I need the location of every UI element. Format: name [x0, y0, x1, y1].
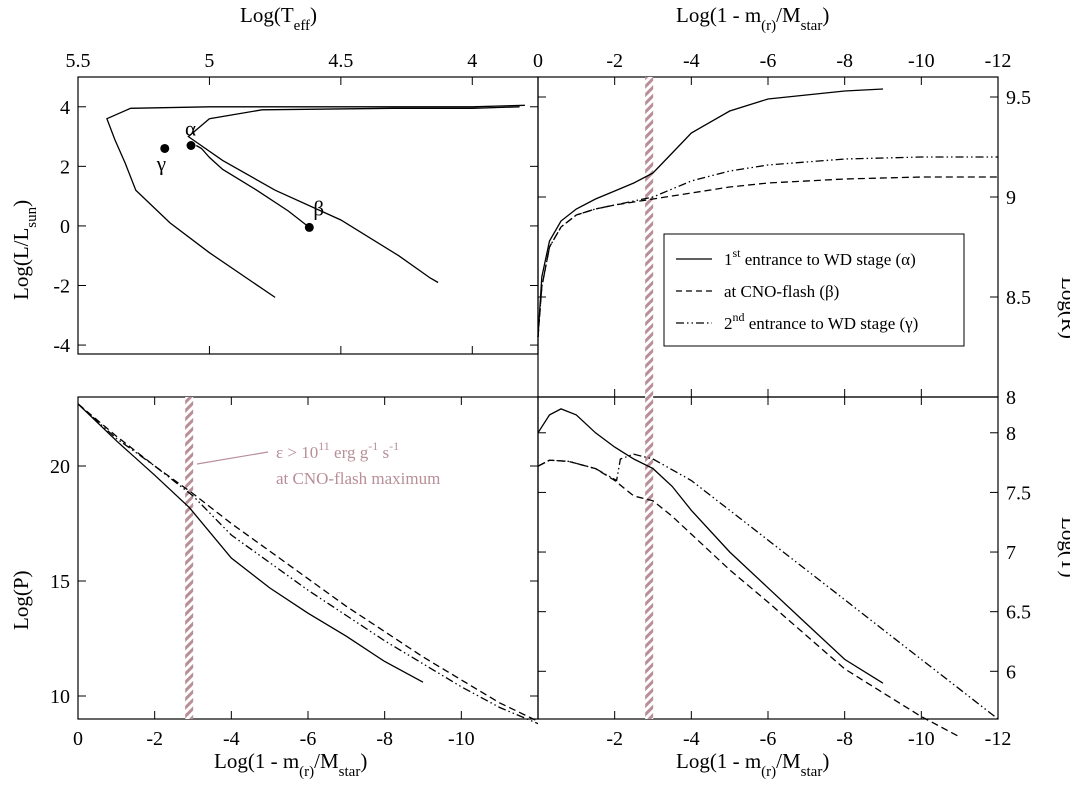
- panel-frame-hr: [77, 76, 539, 355]
- temperature-ytick-label: 7: [1006, 542, 1016, 564]
- temperature-xtick-label: -12: [985, 728, 1012, 750]
- radius-xtick-label: 0: [533, 50, 543, 72]
- hr-markers: α β γ: [156, 117, 324, 232]
- tick-labels: 5.5 5 4.5 4 -4 -2 0 2 4 0 -2 -4 -6 -8 -10 -12 8 8.5 9 9.5 0 -…: [50, 50, 1031, 750]
- radius-xtick-label: -8: [836, 50, 853, 72]
- annotation-pointer: [196, 451, 269, 465]
- hr-marker-label: α: [185, 117, 196, 141]
- temperature-xtick-label: -8: [836, 728, 853, 750]
- axis-title-bottom-left: Log(1 - m(r)/Mstar): [214, 749, 367, 780]
- radius-ytick-label: 9.5: [1006, 87, 1031, 109]
- radius-xtick-label: -4: [683, 50, 700, 72]
- radius-curve-1: [537, 88, 884, 338]
- flash-band-temperature: [645, 397, 654, 719]
- hr-marker-dot: [186, 141, 196, 151]
- pressure-ytick-label: 10: [50, 686, 70, 708]
- hr-diagram-curve-3: [195, 144, 310, 228]
- radius-xtick-label: -12: [985, 50, 1012, 72]
- hr-diagram-xtick-label: 5: [204, 50, 214, 72]
- hr-marker-label: γ: [156, 151, 166, 175]
- radius-curve-3: [537, 156, 998, 338]
- axis-title-top-right: Log(1 - m(r)/Mstar): [676, 3, 829, 34]
- temperature-ytick-label: 8: [1006, 423, 1016, 445]
- axis-title-luminosity: Log(L/Lsun): [9, 200, 40, 300]
- pressure-curve-2: [77, 403, 539, 722]
- pressure-xtick-label: -8: [376, 728, 393, 750]
- hr-diagram-curve-2: [187, 106, 520, 284]
- temperature-xtick-label: -6: [760, 728, 777, 750]
- tick-marks: [77, 77, 999, 719]
- pressure-xtick-label: -2: [146, 728, 163, 750]
- hr-marker-dot: [160, 143, 170, 153]
- flash-band-radius: [645, 77, 654, 397]
- hr-diagram-xtick-label: 4.5: [328, 50, 353, 72]
- hr-diagram-ytick-label: -2: [53, 275, 70, 297]
- radius-xtick-label: -2: [606, 50, 623, 72]
- radius-ytick-label: 9: [1006, 187, 1016, 209]
- temperature-curve-2: [537, 459, 961, 738]
- axis-title-bottom-right: Log(1 - m(r)/Mstar): [676, 749, 829, 780]
- hr-marker-label: β: [313, 196, 324, 220]
- axis-title-pressure: Log(P): [9, 571, 33, 631]
- pressure-ytick-label: 20: [50, 456, 70, 478]
- hr-marker-dot: [304, 222, 314, 232]
- curves: [77, 88, 999, 738]
- pressure-xtick-label: -10: [448, 728, 475, 750]
- legend-box: [663, 233, 965, 347]
- hr-diagram-curve-1: [106, 104, 525, 298]
- temperature-xtick-label: -2: [606, 728, 623, 750]
- temperature-xtick-label: -4: [683, 728, 700, 750]
- axis-title-teff: Log(Teff): [240, 3, 317, 34]
- flash-annotation: ε > 1011 erg g-1 s-1 at CNO-flash maximu…: [196, 439, 440, 488]
- hr-diagram-ytick-label: 2: [60, 156, 70, 178]
- annotation-line-1: ε > 1011 erg g-1 s-1: [276, 439, 399, 462]
- pressure-ytick-label: 15: [50, 571, 70, 593]
- hr-diagram-xtick-label: 4: [467, 50, 477, 72]
- radius-ytick-label: 8: [1006, 387, 1016, 409]
- axis-title-temperature: Log(T): [1057, 517, 1070, 578]
- temperature-curve-3: [537, 453, 999, 720]
- panel-frame-temperature: [537, 396, 999, 720]
- hr-diagram-ytick-label: 0: [60, 216, 70, 238]
- temperature-ytick-label: 6: [1006, 661, 1016, 683]
- radius-xtick-label: -10: [908, 50, 935, 72]
- annotation-line-2: at CNO-flash maximum: [276, 469, 440, 488]
- radius-ytick-label: 8.5: [1006, 287, 1031, 309]
- pressure-xtick-label: 0: [73, 728, 83, 750]
- axis-title-radius: Log(R): [1057, 277, 1070, 339]
- legend-label-beta: at CNO-flash (β): [724, 282, 839, 301]
- temperature-xtick-label: -10: [908, 728, 935, 750]
- temperature-curve-1: [537, 408, 884, 684]
- radius-xtick-label: -6: [760, 50, 777, 72]
- radius-curve-2: [537, 176, 998, 338]
- pressure-xtick-label: -4: [223, 728, 240, 750]
- hr-diagram-ytick-label: -4: [53, 335, 70, 357]
- legend-label-alpha: 1st entrance to WD stage (α): [724, 246, 916, 269]
- hr-diagram-xtick-label: 5.5: [66, 50, 91, 72]
- legend-label-gamma: 2nd entrance to WD stage (γ): [724, 310, 918, 333]
- pressure-curve-3: [77, 403, 539, 725]
- legend: 1st entrance to WD stage (α) at CNO-flas…: [663, 233, 965, 347]
- temperature-ytick-label: 6.5: [1006, 602, 1031, 624]
- pressure-xtick-label: -6: [300, 728, 317, 750]
- flash-band-pressure: [185, 397, 194, 719]
- temperature-ytick-label: 7.5: [1006, 482, 1031, 504]
- pressure-curve-1: [77, 403, 424, 683]
- hr-diagram-ytick-label: 4: [60, 97, 70, 119]
